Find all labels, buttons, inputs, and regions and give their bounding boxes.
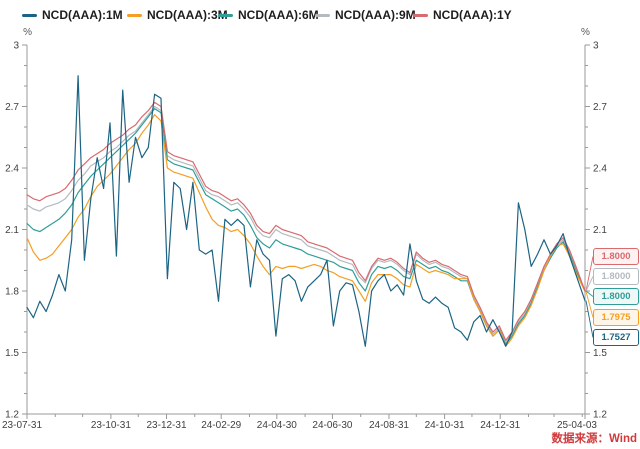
legend-label: NCD(AAA):3M	[147, 8, 228, 22]
y-tick-label: 2.1	[593, 225, 607, 236]
y-tick-label: 1.2	[5, 410, 19, 421]
x-tick-label: 23-07-31	[2, 420, 42, 431]
x-tick-label: 25-04-03	[557, 420, 597, 431]
y-tick-label: 1.5	[5, 348, 19, 359]
y-tick-label: 1.8	[5, 287, 19, 298]
legend-line-marker-icon	[413, 13, 428, 17]
legend-item-ncd-aaa-1m[interactable]: NCD(AAA):1M	[22, 6, 123, 24]
callout-leader-line	[585, 276, 594, 292]
legend-line-marker-icon	[315, 13, 330, 17]
legend-label: NCD(AAA):1Y	[433, 8, 512, 22]
x-tick-label: 23-10-31	[91, 420, 131, 431]
value-callout-ncd-aaa-3m: 1.7975	[593, 309, 639, 326]
series-line-ncd-aaa-1m[interactable]	[26, 75, 586, 347]
y-tick-label: 2.1	[5, 225, 19, 236]
legend-item-ncd-aaa-1y[interactable]: NCD(AAA):1Y	[413, 6, 512, 24]
x-tick-label: 24-06-30	[312, 420, 352, 431]
callout-leader-line	[585, 300, 594, 338]
legend-line-marker-icon	[22, 13, 37, 17]
legend-label: NCD(AAA):6M	[238, 8, 319, 22]
callout-leader-line	[585, 290, 594, 297]
y-tick-label: 2.7	[5, 102, 19, 113]
value-callout-ncd-aaa-9m: 1.8000	[593, 268, 639, 285]
callout-leader-line	[585, 291, 594, 318]
x-tick-label: 23-12-31	[146, 420, 186, 431]
legend-line-marker-icon	[127, 13, 142, 17]
y-tick-label: 2.4	[593, 164, 607, 175]
x-tick-label: 24-08-31	[369, 420, 409, 431]
y-tick-label: 1.2	[593, 410, 607, 421]
y-tick-label: 3	[593, 41, 599, 52]
y-tick-label: 2.7	[593, 102, 607, 113]
value-callout-ncd-aaa-1m: 1.7527	[593, 329, 639, 346]
series-line-ncd-aaa-9m[interactable]	[26, 105, 586, 343]
y-axis-unit-left: %	[23, 27, 32, 38]
legend-item-ncd-aaa-9m[interactable]: NCD(AAA):9M	[315, 6, 416, 24]
value-callout-ncd-aaa-6m: 1.8000	[593, 288, 639, 305]
y-axis-unit-right: %	[581, 27, 590, 38]
value-callout-ncd-aaa-1y: 1.8000	[593, 248, 639, 265]
legend-label: NCD(AAA):1M	[42, 8, 123, 22]
legend: NCD(AAA):1M NCD(AAA):3M NCD(AAA):6M NCD(AAA…	[0, 6, 640, 24]
data-source-label: 数据来源：Wind	[551, 433, 638, 445]
legend-item-ncd-aaa-3m[interactable]: NCD(AAA):3M	[127, 6, 228, 24]
y-tick-label: 3	[13, 41, 19, 52]
x-tick-label: 24-02-29	[201, 420, 241, 431]
x-tick-label: 24-12-31	[480, 420, 520, 431]
callout-leader-line	[585, 256, 594, 292]
legend-line-marker-icon	[218, 13, 233, 17]
y-tick-label: 1.5	[593, 348, 607, 359]
x-tick-label: 24-04-30	[257, 420, 297, 431]
y-tick-label: 2.4	[5, 164, 19, 175]
x-tick-label: 24-10-31	[425, 420, 465, 431]
legend-label: NCD(AAA):9M	[335, 8, 416, 22]
legend-item-ncd-aaa-6m[interactable]: NCD(AAA):6M	[218, 6, 319, 24]
